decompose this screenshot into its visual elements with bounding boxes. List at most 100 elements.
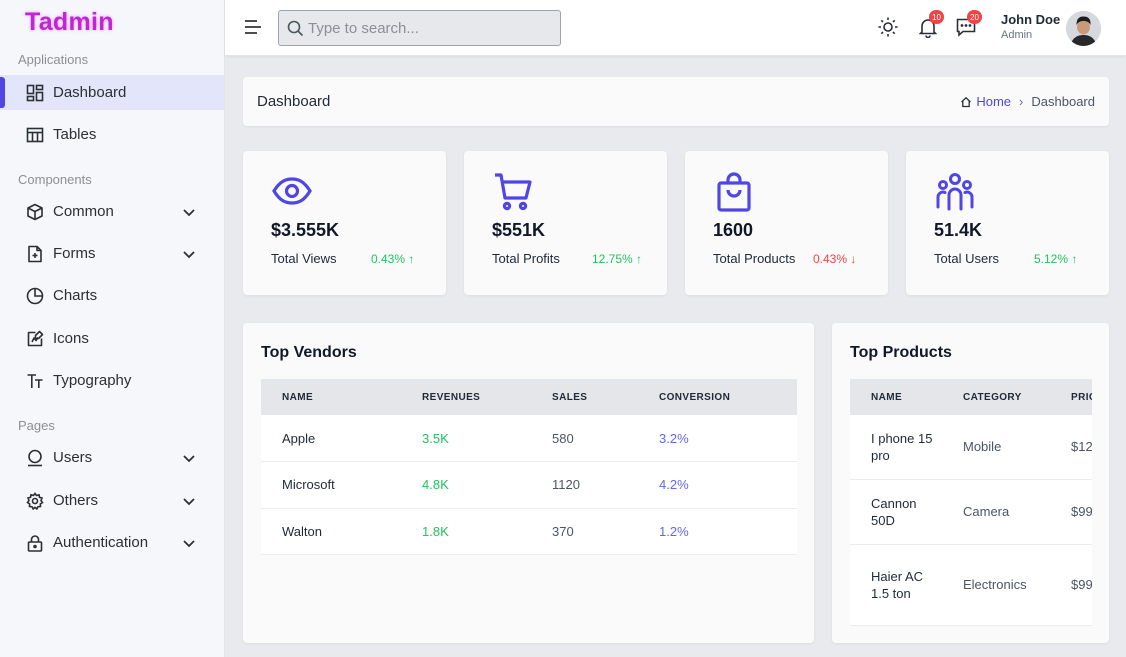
column-header[interactable]: NAME — [850, 379, 942, 415]
vendor-conversion: 4.2% — [639, 461, 797, 509]
sidebar-item-common[interactable]: Common — [0, 194, 224, 229]
table-row[interactable]: Haier AC 1.5 ton Electronics $99 — [850, 544, 1092, 626]
sidebar-item-users[interactable]: Users — [0, 440, 224, 475]
search-icon — [287, 20, 304, 36]
chevron-down-icon[interactable] — [181, 493, 197, 509]
sidebar-item-label: Dashboard — [53, 84, 127, 101]
gear-icon — [25, 491, 45, 511]
theme-toggle-sun-icon[interactable] — [877, 16, 899, 38]
stat-change-value: 5.12% — [1034, 252, 1069, 266]
sidebar-item-icons[interactable]: Icons — [0, 321, 224, 356]
vendor-name: Microsoft — [261, 461, 401, 509]
stat-change-value: 12.75% — [592, 252, 633, 266]
home-icon — [961, 96, 972, 107]
sidebar-item-tables[interactable]: Tables — [0, 117, 224, 152]
typography-icon — [25, 371, 45, 391]
dashboard-icon — [25, 83, 45, 103]
users-icon — [936, 173, 974, 211]
stat-change: 12.75% ↑ — [592, 252, 642, 266]
vendor-conversion: 3.2% — [639, 415, 797, 462]
notifications-button[interactable]: 10 — [917, 10, 944, 39]
lock-icon — [25, 533, 45, 553]
table-icon — [25, 125, 45, 145]
section-label-applications: Applications — [18, 52, 89, 67]
breadcrumb-current: Dashboard — [1031, 94, 1095, 109]
vendor-name: Apple — [261, 415, 401, 462]
vendor-name: Walton — [261, 508, 401, 555]
stat-card-products: 1600 Total Products 0.43% ↓ — [685, 151, 888, 295]
stat-change: 0.43% ↑ — [371, 252, 414, 266]
column-header[interactable]: REVENUES — [401, 379, 536, 415]
sidebar-item-charts[interactable]: Charts — [0, 278, 224, 313]
messages-button[interactable]: 20 — [955, 10, 982, 38]
vendors-table: NAME REVENUES SALES CONVERSION Apple 3.5… — [261, 379, 797, 555]
avatar[interactable] — [1066, 11, 1101, 46]
stat-card-users: 51.4K Total Users 5.12% ↑ — [906, 151, 1109, 295]
sidebar-item-others[interactable]: Others — [0, 483, 224, 518]
product-price: $12 — [1050, 415, 1092, 480]
vendor-revenue: 3.5K — [401, 415, 536, 462]
vendor-sales: 370 — [536, 508, 639, 555]
table-header-row: NAME REVENUES SALES CONVERSION — [261, 379, 797, 415]
column-header[interactable]: CATEGORY — [942, 379, 1050, 415]
products-table-scroll[interactable]: NAME CATEGORY PRIC I phone 15 pro Mobile… — [850, 379, 1092, 629]
stat-card-views: $3.555K Total Views 0.43% ↑ — [243, 151, 446, 295]
avatar-image — [1066, 11, 1101, 46]
sidebar-item-label: Charts — [53, 287, 98, 304]
menu-icon[interactable] — [243, 17, 263, 37]
product-category: Electronics — [942, 544, 1050, 626]
column-header[interactable]: SALES — [536, 379, 639, 415]
table-row[interactable]: Apple 3.5K 580 3.2% — [261, 415, 797, 462]
icons-icon — [25, 329, 45, 349]
app-logo[interactable]: Tadmin — [25, 8, 114, 36]
stat-change-value: 0.43% — [813, 252, 848, 266]
column-header[interactable]: CONVERSION — [639, 379, 797, 415]
table-row[interactable]: I phone 15 pro Mobile $12 — [850, 415, 1092, 480]
table-row[interactable]: Microsoft 4.8K 1120 4.2% — [261, 461, 797, 509]
sidebar-item-dashboard[interactable]: Dashboard — [0, 75, 224, 110]
sidebar-item-label: Icons — [53, 330, 89, 347]
stat-value: $3.555K — [271, 220, 340, 240]
vendor-sales: 580 — [536, 415, 639, 462]
sidebar-item-authentication[interactable]: Authentication — [0, 525, 224, 560]
product-name: Haier AC 1.5 ton — [850, 544, 942, 626]
sidebar-item-typography[interactable]: Typography — [0, 363, 224, 398]
stat-label: Total Users — [934, 251, 1000, 266]
product-name: Cannon 50D — [850, 479, 942, 545]
product-category: Mobile — [942, 415, 1050, 480]
vendor-conversion: 1.2% — [639, 508, 797, 555]
column-header[interactable]: PRIC — [1050, 379, 1092, 415]
sidebar-item-label: Others — [53, 492, 99, 509]
sidebar: Tadmin Applications Dashboard Tables Com… — [0, 0, 225, 657]
arrow-down-icon: ↓ — [847, 252, 857, 266]
sidebar-item-label: Typography — [53, 372, 132, 389]
eye-icon — [272, 177, 312, 205]
sidebar-item-forms[interactable]: Forms — [0, 236, 224, 271]
cube-icon — [25, 202, 45, 222]
column-header[interactable]: NAME — [261, 379, 401, 415]
pie-chart-icon — [25, 286, 45, 306]
stat-value: $551K — [492, 220, 546, 240]
chevron-down-icon[interactable] — [181, 246, 197, 262]
chevron-down-icon[interactable] — [181, 535, 197, 551]
search-box — [278, 10, 561, 46]
stat-label: Total Products — [713, 251, 796, 266]
top-products-panel: Top Products NAME CATEGORY PRIC I phone … — [832, 323, 1109, 643]
user-name[interactable]: John Doe — [1001, 12, 1061, 27]
breadcrumb-home-link[interactable]: Home — [960, 94, 1011, 109]
product-name: I phone 15 pro — [850, 415, 942, 480]
table-row[interactable]: Cannon 50D Camera $99 — [850, 479, 1092, 545]
product-price: $99 — [1050, 479, 1092, 545]
search-input[interactable] — [308, 19, 548, 37]
stat-change: 5.12% ↑ — [1034, 252, 1077, 266]
chevron-down-icon[interactable] — [181, 204, 197, 220]
vendor-sales: 1120 — [536, 461, 639, 509]
panel-title: Top Products — [850, 344, 952, 361]
products-table: NAME CATEGORY PRIC I phone 15 pro Mobile… — [850, 379, 1092, 626]
top-vendors-panel: Top Vendors NAME REVENUES SALES CONVERSI… — [243, 323, 814, 643]
stat-change: 0.43% ↓ — [813, 252, 856, 266]
breadcrumb: Home › Dashboard — [960, 94, 1095, 109]
chevron-down-icon[interactable] — [181, 450, 197, 466]
table-row[interactable]: Walton 1.8K 370 1.2% — [261, 508, 797, 555]
sidebar-item-label: Authentication — [53, 534, 149, 551]
